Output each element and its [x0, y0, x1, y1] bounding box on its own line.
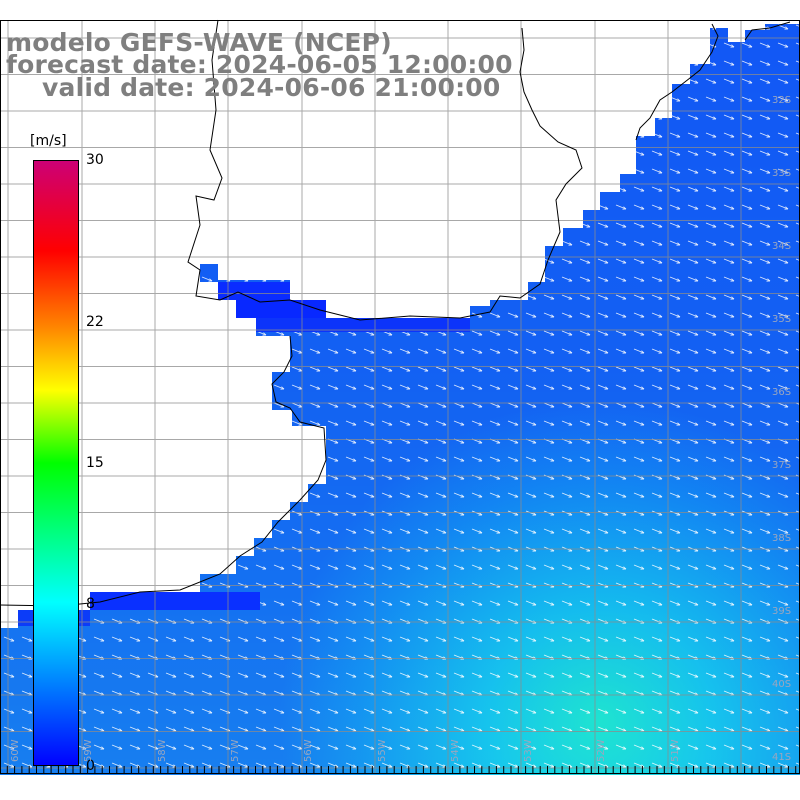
longitude-label: 53W	[523, 739, 535, 762]
title-valid-date: valid date: 2024-06-06 21:00:00	[42, 73, 501, 102]
latitude-label: 35S	[772, 314, 792, 325]
title-forecast-date: forecast date: 2024-06-05 12:00:00	[6, 50, 513, 79]
latitude-label: 39S	[772, 606, 792, 617]
longitude-label: 58W	[156, 739, 168, 762]
ocean-field	[0, 24, 800, 775]
colorbar-tick-label: 30	[86, 152, 104, 168]
latitude-label: 33S	[772, 168, 792, 179]
longitude-label: 54W	[449, 739, 461, 762]
colorbar	[33, 160, 79, 766]
longitude-label: 52W	[596, 739, 608, 762]
latitude-label: 37S	[772, 460, 792, 471]
coastline	[0, 19, 791, 607]
latitude-label: 36S	[772, 387, 792, 398]
latitude-label: 40S	[772, 679, 792, 690]
longitude-label: 51W	[669, 739, 681, 762]
lat-lon-grid	[0, 20, 800, 774]
title-model: modelo GEFS-WAVE (NCEP)	[6, 28, 392, 57]
colorbar-gradient	[33, 160, 79, 766]
colorbar-unit: [m/s]	[30, 133, 67, 149]
colorbar-tick-label: 22	[86, 313, 104, 330]
longitude-label: 57W	[229, 739, 241, 762]
latitude-label: 34S	[772, 241, 792, 252]
latitude-label: 32S	[772, 95, 792, 106]
latitude-label: 38S	[772, 533, 792, 544]
colorbar-tick-label: 15	[86, 455, 104, 471]
longitude-label: 56W	[303, 739, 315, 762]
colorbar-tick-label: 8	[86, 596, 95, 613]
latitude-label: 41S	[772, 752, 792, 763]
longitude-label: 60W	[10, 739, 21, 762]
longitude-label: 59W	[83, 739, 95, 762]
longitude-label: 55W	[376, 739, 388, 762]
colorbar-tick-label: 0	[86, 758, 95, 774]
